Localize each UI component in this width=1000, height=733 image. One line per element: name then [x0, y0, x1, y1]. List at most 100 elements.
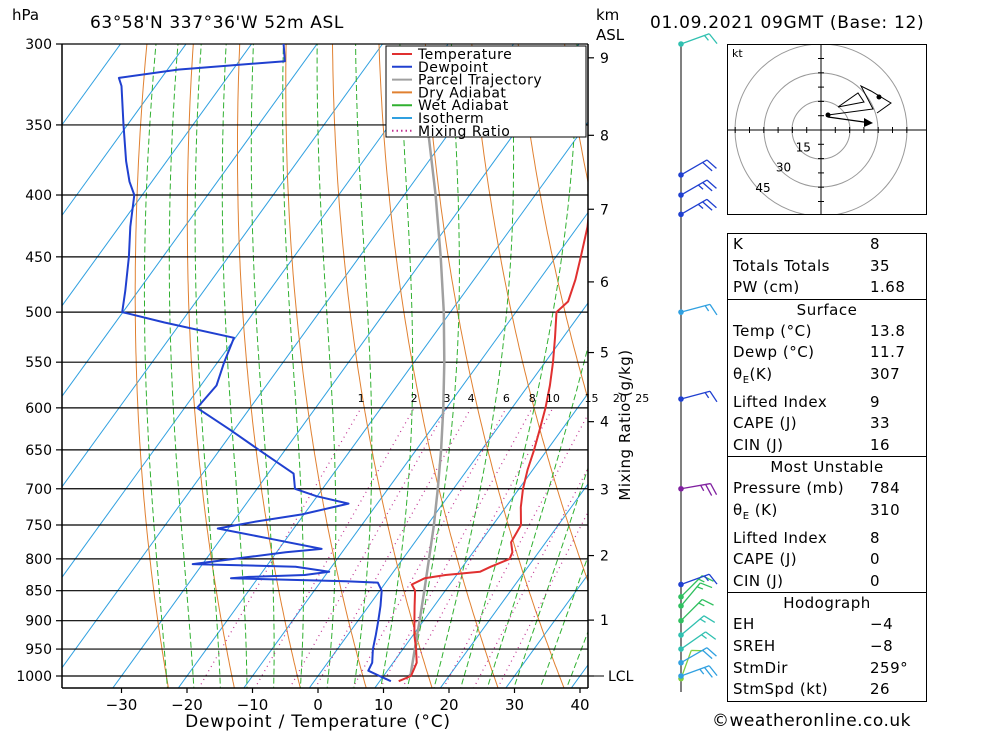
isotherm-line — [62, 44, 318, 398]
axes: −30 −20 −10 0 10 20 30 40 9 8 7 6 5 4 3 2 1 LCL — [61, 44, 634, 714]
height-tick-label: 9 — [600, 51, 609, 67]
index-row: Temp (°C) 13.8 — [728, 321, 926, 343]
mixing-ratio-label: 25 — [635, 392, 649, 405]
mixing-ratio-label: 8 — [529, 392, 536, 405]
index-row: EH −4 — [728, 614, 926, 636]
mixing-ratio-line — [379, 407, 533, 688]
wet-adiabat-line — [566, 630, 588, 688]
index-label: Lifted Index — [733, 528, 828, 547]
index-row: Lifted Index 8 — [728, 528, 926, 550]
index-value: 11.7 — [870, 343, 906, 362]
index-label: SREH — [733, 636, 776, 655]
index-value: 307 — [870, 364, 901, 383]
dry-adiabat-line — [976, 26, 1000, 701]
legend-entry-label: Wet Adiabat — [418, 98, 509, 114]
index-label: θE(K) — [733, 364, 773, 386]
legend-box — [385, 45, 587, 138]
dry-adiabat-line — [237, 44, 301, 688]
index-row: Totals Totals 35 — [728, 256, 926, 278]
wet-adiabat-line — [194, 44, 221, 688]
pressure-tick-label: 400 — [25, 188, 52, 204]
mixing-ratio-label: 4 — [468, 392, 475, 405]
wet-adiabat-line — [282, 44, 304, 688]
pressure-tick-label: 650 — [25, 443, 52, 459]
mixing-ratio-label: 6 — [503, 392, 510, 405]
index-row: CAPE (J) 0 — [728, 549, 926, 571]
hodograph-title: Hodograph — [783, 594, 871, 613]
pressure-tick-label: 350 — [25, 118, 52, 134]
wind-barb — [678, 179, 717, 198]
mixing-ratio-line — [254, 407, 415, 688]
hodograph-end-point — [876, 94, 882, 100]
index-label: Dewp (°C) — [733, 343, 815, 362]
wet-adiabat-line — [316, 44, 337, 688]
isotherm-line — [62, 44, 187, 217]
legend-entry-label: Temperature — [417, 47, 512, 63]
wet-adiabat-line — [221, 44, 248, 688]
dry-adiabat-line — [134, 44, 169, 688]
isotherm-line — [374, 392, 588, 688]
wind-barbs — [678, 33, 718, 692]
pressure-unit-label: hPa — [12, 6, 39, 24]
mixing-ratio-label: 10 — [546, 392, 560, 405]
wind-barb — [678, 390, 718, 403]
hodograph-trace — [825, 84, 892, 127]
wet-adiabat-line — [250, 44, 275, 688]
x-tick-label: 40 — [570, 696, 589, 714]
index-row: CIN (J) 0 — [728, 571, 926, 593]
mixing-ratio-line — [289, 407, 448, 688]
index-row: θE (K) 310 — [728, 500, 926, 528]
index-row: θE(K) 307 — [728, 364, 926, 392]
index-label: StmSpd (kt) — [733, 680, 829, 699]
wind-barb — [678, 33, 718, 47]
wind-barb — [678, 598, 714, 624]
hodograph-trace-line — [827, 84, 892, 116]
hodograph-rings: 15 30 45 — [728, 43, 926, 217]
wind-barb — [678, 582, 713, 609]
surface-title: Surface — [796, 300, 858, 319]
isotherm-line — [0, 26, 2, 701]
pressure-tick-label: 800 — [25, 552, 52, 568]
index-row: SREH −8 — [728, 636, 926, 658]
index-label: Pressure (mb) — [733, 479, 845, 498]
wet-adiabat-line — [460, 44, 578, 688]
isotherm-line — [62, 44, 515, 669]
legend-entry-label: Dry Adiabat — [418, 85, 506, 101]
wet-adiabat-line — [143, 44, 168, 688]
isotherm-line — [62, 44, 384, 488]
legend-entry-label: Dewpoint — [418, 60, 489, 76]
isotherm-line — [62, 44, 253, 307]
dewpoint-line — [117, 44, 392, 683]
wet-adiabats — [143, 44, 588, 688]
most-unstable-indices: Most Unstable Pressure (mb) 784 θE (K) 310 L… — [727, 456, 927, 594]
wind-barb — [678, 482, 718, 496]
pressure-tick-label: 550 — [25, 355, 52, 371]
datetime-title: 01.09.2021 09GMT (Base: 12) — [650, 13, 924, 33]
mixing-ratio-line — [314, 407, 472, 688]
wind-barb — [678, 665, 718, 679]
index-label: PW (cm) — [733, 278, 800, 297]
height-tick-label: 1 — [600, 613, 609, 629]
wet-adiabat-line — [168, 44, 195, 688]
x-axis-title: Dewpoint / Temperature (°C) — [185, 712, 451, 732]
index-value: 8 — [870, 235, 881, 253]
index-row: Lifted Index 9 — [728, 392, 926, 414]
wind-barb — [678, 615, 716, 638]
mixing-ratio-label: 2 — [411, 392, 418, 405]
mixing-ratio-label: 15 — [585, 392, 599, 405]
index-label: Lifted Index — [733, 392, 828, 411]
hodograph-indices: Hodograph EH −4 SREH −8 StmDir 259° StmSpd (kt… — [727, 592, 927, 702]
index-label: EH — [733, 615, 755, 634]
pressure-tick-label: 500 — [25, 305, 52, 321]
dry-adiabat-line — [378, 44, 499, 688]
dry-adiabat-line — [332, 44, 433, 688]
pressure-tick-label: 300 — [25, 37, 52, 53]
index-value: 8 — [870, 528, 881, 547]
dry-adiabat-line — [471, 44, 588, 583]
dry-adiabats — [134, 26, 1000, 701]
mixing-ratio-lines — [198, 407, 588, 688]
dry-adiabat-line — [186, 44, 235, 688]
